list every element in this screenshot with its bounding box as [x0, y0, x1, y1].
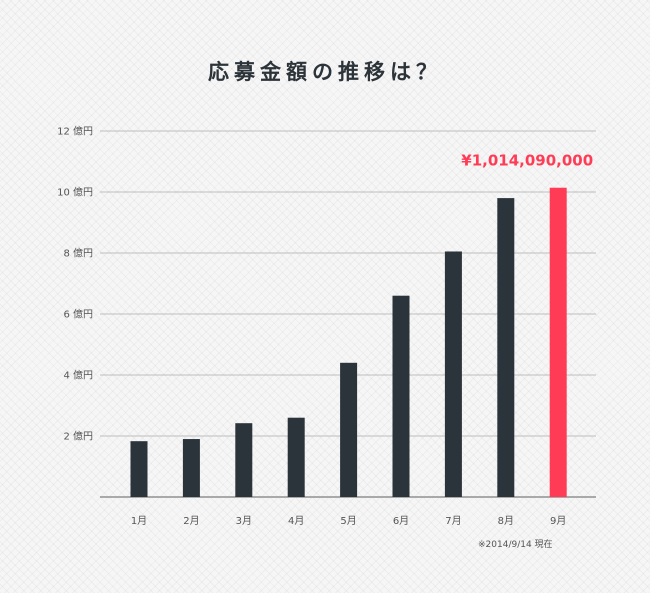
annotations: ¥1,014,090,000 — [461, 152, 593, 170]
y-tick-label: 12 億円 — [57, 125, 93, 138]
bar — [497, 198, 515, 497]
bar — [392, 295, 410, 497]
x-tick-label: 5月 — [340, 515, 356, 527]
x-tick-label: 8月 — [498, 515, 514, 527]
y-tick-label: 10 億円 — [57, 186, 93, 199]
chart-note: ※2014/9/14 現在 — [478, 540, 553, 550]
bar — [444, 251, 462, 497]
bar — [235, 423, 253, 497]
y-tick-label: 6 億円 — [63, 308, 93, 321]
x-tick-labels: 1月 2月 3月 4月 5月 6月 7月 8月 9月 — [131, 515, 567, 527]
chart-title: 応募金額の推移は？ — [208, 60, 442, 84]
bar — [130, 441, 148, 497]
x-tick-label: 4月 — [288, 515, 304, 527]
x-tick-label: 6月 — [393, 515, 409, 527]
y-tick-labels: 2 億円 4 億円 6 億円 8 億円 10 億円 12 億円 — [57, 125, 93, 443]
bar — [340, 362, 358, 497]
bar — [549, 187, 567, 498]
bars — [130, 187, 567, 498]
x-tick-label: 7月 — [445, 515, 461, 527]
bar — [182, 439, 200, 497]
x-tick-label: 2月 — [183, 515, 199, 527]
value-label: ¥1,014,090,000 — [461, 152, 593, 170]
x-tick-label: 9月 — [550, 515, 566, 527]
x-tick-label: 1月 — [131, 515, 147, 527]
y-tick-label: 2 億円 — [63, 430, 93, 443]
bar — [287, 417, 305, 497]
y-tick-label: 8 億円 — [63, 247, 93, 260]
y-tick-label: 4 億円 — [63, 369, 93, 382]
x-tick-label: 3月 — [236, 515, 252, 527]
